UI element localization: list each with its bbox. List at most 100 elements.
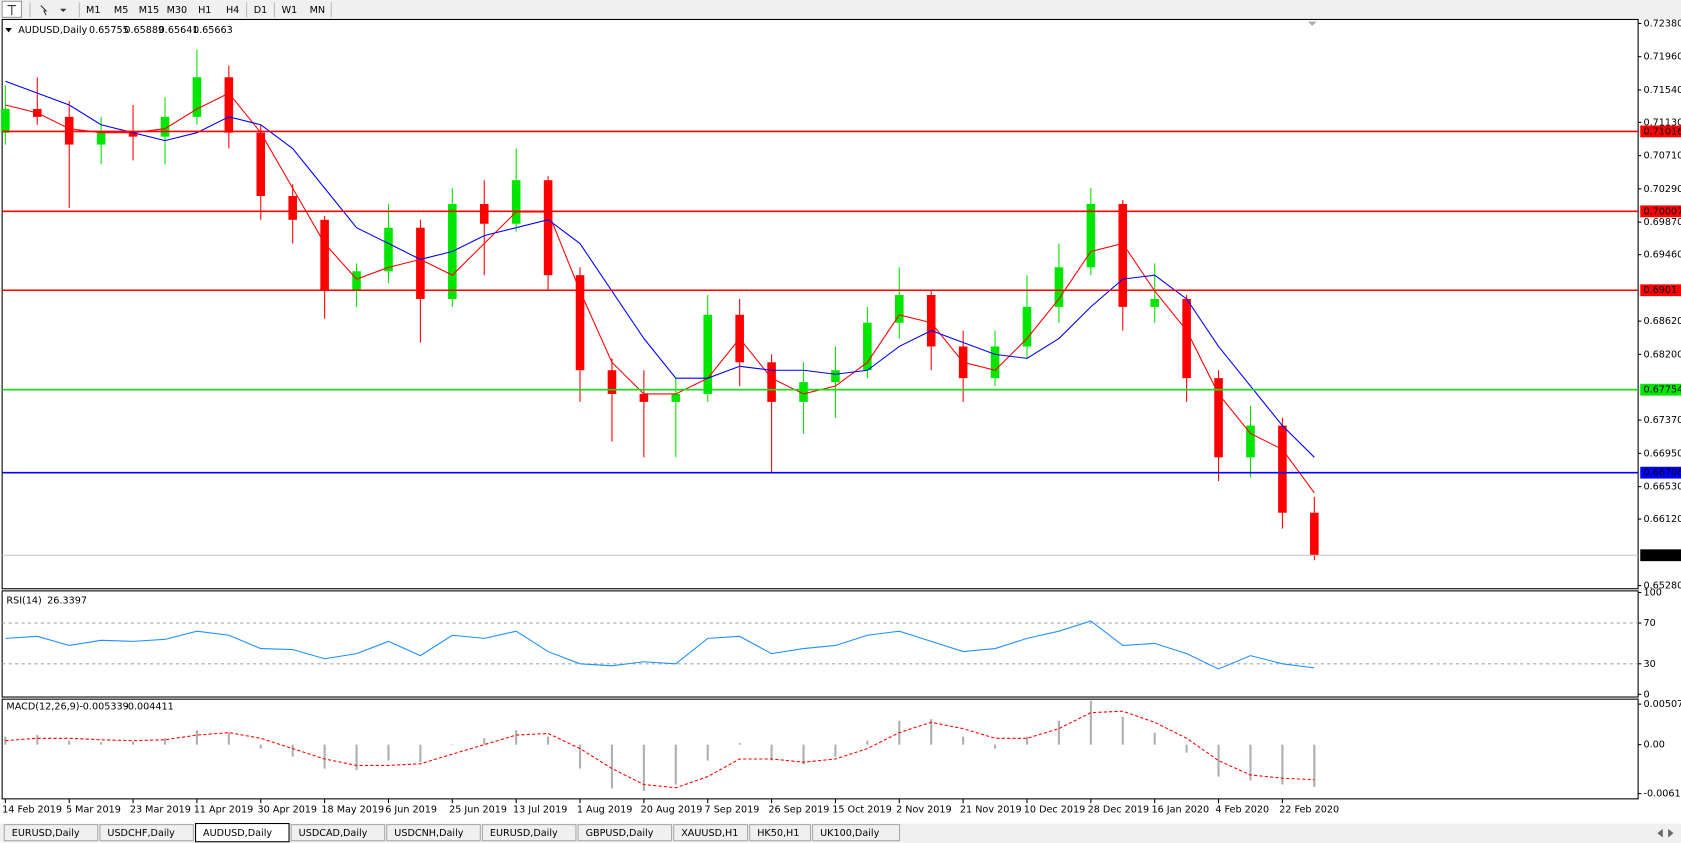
macd-histogram-bar	[866, 740, 869, 745]
x-tick-label: 15 Oct 2019	[832, 805, 892, 816]
macd-histogram-bar	[419, 744, 422, 763]
timeframe-button[interactable]: M30	[167, 5, 188, 16]
candle-body	[479, 203, 489, 224]
candle-body	[1022, 306, 1032, 347]
indicator-title: MACD(12,26,9)	[6, 702, 79, 713]
candle-body	[128, 132, 138, 137]
level-price-label: 0.67754	[1643, 385, 1681, 396]
tab-label[interactable]: USDCAD,Daily	[299, 828, 368, 839]
timeframe-button[interactable]: H1	[198, 5, 211, 16]
timeframe-button[interactable]: MN	[310, 5, 326, 16]
tab[interactable]	[99, 824, 194, 842]
candle-body	[863, 322, 872, 371]
candle-body	[1246, 425, 1255, 458]
candle-body	[192, 77, 202, 117]
candle-body	[1150, 298, 1159, 307]
last-price-label: 0.65663	[1643, 550, 1681, 561]
timeframe-button[interactable]: M15	[139, 5, 160, 16]
quote-value: 0.65663	[193, 25, 233, 36]
candle-body	[1182, 298, 1191, 379]
y-tick-label: 0.70710	[1643, 151, 1681, 162]
symbol-menu[interactable]	[5, 28, 12, 33]
timeframe-button[interactable]: M1	[86, 5, 100, 16]
macd-histogram-bar	[259, 744, 262, 749]
macd-histogram-bar	[930, 719, 933, 745]
candle-body	[607, 370, 617, 394]
indicator-title: RSI(14)	[6, 596, 41, 607]
x-tick-label: 11 Apr 2019	[194, 805, 254, 816]
y-tick-label: 0.65280	[1643, 581, 1681, 592]
tab-label[interactable]: USDCHF,Daily	[107, 828, 175, 839]
y-tick-label: 30	[1643, 659, 1655, 670]
tab[interactable]	[749, 824, 812, 842]
tab[interactable]	[812, 824, 901, 842]
dropdown-arrow[interactable]	[60, 8, 67, 12]
macd-histogram-bar	[291, 744, 294, 757]
tab[interactable]	[290, 824, 386, 842]
tab[interactable]	[3, 824, 99, 842]
timeframe-button[interactable]: D1	[254, 5, 268, 16]
candle-body	[1086, 203, 1096, 268]
candle-body	[320, 219, 329, 292]
candle-body	[288, 196, 297, 220]
level-price-box	[1640, 466, 1681, 479]
tab[interactable]	[577, 824, 673, 842]
x-tick-label: 21 Nov 2019	[960, 805, 1022, 816]
x-tick-label: 1 Aug 2019	[577, 805, 633, 816]
symbol-title: AUDUSD,Daily	[18, 25, 87, 36]
tab-label[interactable]: HK50,H1	[757, 828, 799, 839]
macd-histogram-bar	[547, 736, 550, 745]
candle-body	[384, 227, 393, 272]
macd-histogram-bar	[483, 738, 486, 745]
quote-value: 0.65641	[159, 25, 199, 36]
macd-histogram-bar	[610, 744, 614, 789]
macd-histogram-bar	[706, 744, 709, 761]
y-tick-label: 100	[1643, 587, 1661, 598]
timeframe-button[interactable]: H4	[226, 5, 239, 16]
y-tick-label: 70	[1643, 618, 1655, 629]
candle-body	[767, 362, 776, 402]
moving-average	[5, 92, 1315, 494]
macd-histogram-bar	[962, 736, 965, 745]
candle-body	[895, 295, 904, 323]
x-tick-label: 7 Sep 2019	[705, 805, 760, 816]
y-tick-label: 0	[1643, 689, 1649, 700]
candle-body	[96, 132, 106, 145]
cursor-tool[interactable]	[40, 5, 48, 16]
tab-label[interactable]: XAUUSD,H1	[681, 828, 738, 839]
macd-histogram-bar	[515, 730, 518, 745]
candle-body	[639, 393, 649, 402]
candle-body	[352, 271, 361, 292]
tab[interactable]	[673, 824, 749, 842]
tab-label[interactable]: USDCNH,Daily	[394, 828, 463, 839]
active-tab[interactable]	[195, 822, 290, 843]
level-price-box	[1640, 125, 1681, 138]
timeframe-button[interactable]: M5	[114, 5, 128, 16]
candle-body	[1278, 425, 1287, 513]
macd-histogram-bar	[1313, 744, 1316, 787]
candle-body	[926, 295, 936, 347]
tab-scroll[interactable]	[1657, 828, 1674, 838]
y-tick-label: 0.71540	[1643, 85, 1681, 96]
macd-histogram-bar	[451, 744, 454, 746]
timeframe-button[interactable]: W1	[282, 5, 298, 16]
tab[interactable]	[386, 824, 481, 842]
candle-body	[224, 77, 234, 133]
y-tick-label: 0.70290	[1643, 184, 1681, 195]
macd-histogram-bar	[131, 741, 135, 745]
tab-label[interactable]: EURUSD,Daily	[490, 828, 558, 839]
candle-body	[575, 275, 585, 371]
tab[interactable]	[481, 824, 577, 842]
tab-label[interactable]: AUDUSD,Daily	[203, 828, 272, 839]
macd-histogram-bar	[68, 740, 71, 745]
tab-label[interactable]: GBPUSD,Daily	[586, 828, 654, 839]
y-tick-label: 0.66120	[1643, 514, 1681, 525]
macd-histogram-bar	[1025, 736, 1029, 745]
tab-label[interactable]: EURUSD,Daily	[12, 828, 80, 839]
macd-histogram-bar	[770, 744, 773, 761]
tab-label[interactable]: UK100,Daily	[820, 828, 879, 839]
level-price-box	[1640, 383, 1681, 396]
candle-body	[831, 370, 840, 383]
macd-histogram-bar	[355, 744, 358, 771]
macd-histogram-bar	[1249, 744, 1252, 781]
